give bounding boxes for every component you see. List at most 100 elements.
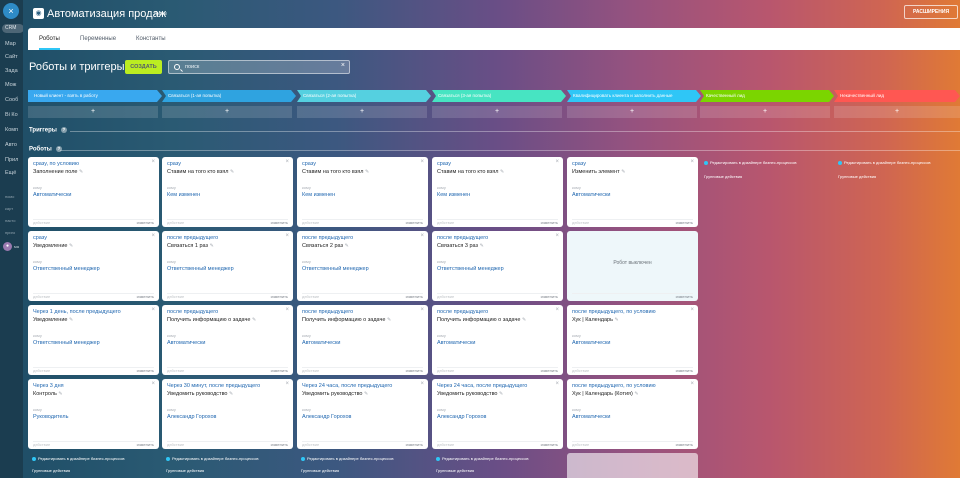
pencil-icon[interactable]: ✎	[79, 169, 84, 175]
group-actions-link[interactable]: Групповые действия	[301, 468, 340, 473]
change-link[interactable]: изменить	[405, 220, 423, 225]
robot-responsible[interactable]: Автоматически	[572, 192, 611, 198]
nav-item[interactable]: Сооб	[5, 97, 19, 103]
robot-responsible[interactable]: Руководитель	[33, 414, 69, 420]
nav-item[interactable]: Сайт	[5, 54, 18, 60]
robot-condition[interactable]: сразу	[167, 161, 182, 167]
robot-responsible[interactable]: Автоматически	[437, 340, 476, 346]
pencil-icon[interactable]: ✎	[479, 243, 484, 249]
change-link[interactable]: изменить	[270, 294, 288, 299]
group-actions-link[interactable]: Групповые действия	[704, 174, 743, 179]
nav-item[interactable]: Авто	[5, 142, 17, 148]
robot-card[interactable]: Через 24 часа, после предыдущего Уведомит…	[432, 379, 563, 449]
robot-condition[interactable]: Через 30 минут, после предыдущего	[167, 383, 261, 389]
robot-condition[interactable]: сразу	[302, 161, 317, 167]
pencil-icon[interactable]: ✎	[229, 391, 234, 397]
change-link[interactable]: изменить	[136, 368, 154, 373]
nav-item[interactable]: Зада	[5, 68, 18, 74]
robot-card[interactable]: после предыдущего Связаться 3 раз ✎ × кому О…	[432, 231, 563, 301]
nav-item[interactable]: Мож	[5, 82, 17, 88]
robot-card[interactable]: сразу Ставим на того кто взял ✎ × кому Кем и…	[297, 157, 428, 227]
avatar[interactable]: ●	[3, 242, 12, 251]
nav-item[interactable]: Bi Ко	[5, 112, 18, 118]
robot-card[interactable]: сразу Ставим на того кто взял ✎ × кому Кем и…	[432, 157, 563, 227]
close-icon[interactable]: ×	[690, 381, 694, 387]
robot-card[interactable]: сразу Уведомление ✎ × кому Ответственный мен…	[28, 231, 159, 301]
nav-mini-item[interactable]: помо	[5, 194, 15, 199]
nav-item-crm[interactable]: CRM	[2, 24, 23, 33]
change-link[interactable]: изменить	[405, 442, 423, 447]
robot-responsible[interactable]: Автоматически	[302, 340, 341, 346]
close-icon[interactable]: ×	[285, 159, 289, 165]
robot-condition[interactable]: Через 1 день, после предыдущего	[33, 309, 121, 315]
change-link[interactable]: изменить	[270, 442, 288, 447]
edit-in-designer-link[interactable]: Редактировать в дизайнере бизнес-процесс…	[704, 160, 796, 165]
edit-link-text[interactable]: Редактировать в дизайнере бизнес-процесс…	[172, 456, 259, 461]
edit-link-text[interactable]: Редактировать в дизайнере бизнес-процесс…	[307, 456, 394, 461]
add-trigger-button[interactable]: +	[28, 106, 158, 118]
change-link[interactable]: изменить	[540, 294, 558, 299]
robot-card[interactable]: Через 24 часа, после предыдущего Уведомит…	[297, 379, 428, 449]
nav-item[interactable]: Ещё	[5, 170, 17, 176]
robot-responsible[interactable]: Ответственный менеджер	[33, 266, 100, 272]
robot-card[interactable]: сразу, по условию Заполнение поле ✎ × кому А…	[28, 157, 159, 227]
close-icon[interactable]: ×	[285, 381, 289, 387]
edit-in-designer-link[interactable]: Редактировать в дизайнере бизнес-процесс…	[32, 456, 124, 461]
create-button[interactable]: СОЗДАТЬ	[125, 60, 162, 74]
edit-in-designer-link[interactable]: Редактировать в дизайнере бизнес-процесс…	[838, 160, 930, 165]
menu-close-icon[interactable]: ×	[3, 3, 19, 19]
nav-mini-item[interactable]: приго	[5, 230, 16, 235]
pencil-icon[interactable]: ✎	[251, 317, 257, 323]
change-link[interactable]: изменить	[136, 294, 154, 299]
group-actions-link[interactable]: Групповые действия	[436, 468, 475, 473]
robot-card[interactable]: после предыдущего, по условию Хук | Кален…	[567, 305, 698, 375]
pencil-icon[interactable]: ✎	[58, 391, 63, 397]
pencil-icon[interactable]: ✎	[521, 317, 527, 323]
nav-item[interactable]: Мар	[5, 41, 16, 47]
group-actions-link[interactable]: Групповые действия	[838, 174, 877, 179]
robot-responsible[interactable]: Ответственный менеджер	[33, 340, 100, 346]
robot-responsible[interactable]: Александр Горохов	[437, 414, 487, 420]
close-icon[interactable]: ×	[420, 381, 424, 387]
pencil-icon[interactable]: ✎	[614, 317, 619, 323]
robot-responsible[interactable]: Александр Горохов	[302, 414, 352, 420]
stage-header[interactable]: Некачественный лид	[834, 90, 960, 102]
close-icon[interactable]: ×	[151, 307, 155, 313]
change-link[interactable]: изменить	[405, 368, 423, 373]
add-trigger-button[interactable]: +	[834, 106, 960, 118]
robot-responsible[interactable]: Ответственный менеджер	[302, 266, 369, 272]
robot-responsible[interactable]: Автоматически	[33, 192, 72, 198]
robot-responsible[interactable]: Кем изменен	[437, 192, 471, 198]
change-link[interactable]: изменить	[405, 294, 423, 299]
robot-card[interactable]: после предыдущего Связаться 2 раз ✎ × кому О…	[297, 231, 428, 301]
close-icon[interactable]: ×	[151, 159, 155, 165]
robot-condition[interactable]: сразу	[33, 235, 48, 241]
robot-condition[interactable]: Через 3 дня	[33, 383, 64, 389]
edit-in-designer-link[interactable]: Редактировать в дизайнере бизнес-процесс…	[166, 456, 258, 461]
edit-link-text[interactable]: Редактировать в дизайнере бизнес-процесс…	[38, 456, 125, 461]
pencil-icon[interactable]: ✎	[500, 169, 505, 175]
robot-condition[interactable]: после предыдущего, по условию	[572, 383, 656, 389]
close-icon[interactable]: ×	[285, 233, 289, 239]
close-icon[interactable]: ×	[555, 381, 559, 387]
tab-robots[interactable]: Роботы	[39, 28, 60, 50]
change-link[interactable]: изменить	[540, 442, 558, 447]
edit-in-designer-link[interactable]: Редактировать в дизайнере бизнес-процесс…	[301, 456, 393, 461]
pencil-icon[interactable]: ✎	[634, 391, 639, 397]
nav-mini-item[interactable]: карт	[5, 206, 14, 211]
stage-header[interactable]: Квалифицировать клиента и заполнить данн…	[567, 90, 701, 102]
robot-responsible[interactable]: Кем изменен	[167, 192, 201, 198]
robot-condition[interactable]: сразу	[437, 161, 452, 167]
add-trigger-button[interactable]: +	[700, 106, 830, 118]
close-icon[interactable]: ×	[690, 307, 694, 313]
pencil-icon[interactable]: ✎	[365, 169, 370, 175]
stage-header[interactable]: Связаться (2-ая попытка)	[297, 90, 431, 102]
close-icon[interactable]: ×	[151, 381, 155, 387]
pencil-icon[interactable]: ✎	[230, 169, 235, 175]
robot-condition[interactable]: после предыдущего	[167, 309, 219, 315]
robot-responsible[interactable]: Ответственный менеджер	[167, 266, 234, 272]
edit-link-text[interactable]: Редактировать в дизайнере бизнес-процесс…	[442, 456, 529, 461]
robot-card[interactable]: Робот выключен изменить	[567, 231, 698, 301]
add-trigger-button[interactable]: +	[432, 106, 562, 118]
edit-link-text[interactable]: Редактировать в дизайнере бизнес-процесс…	[710, 160, 797, 165]
